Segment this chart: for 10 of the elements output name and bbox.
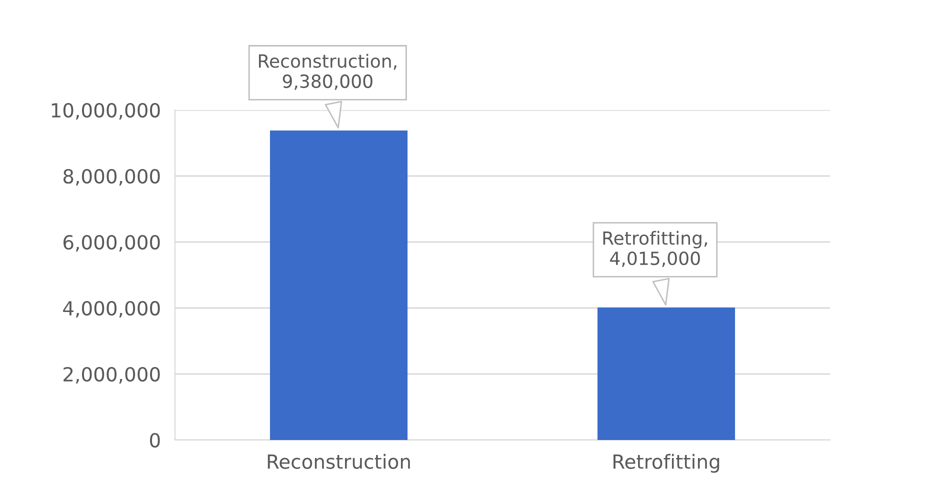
y-tick-label: 6,000,000	[64, 234, 160, 252]
y-tick-label: 0	[150, 432, 160, 448]
y-tick-label: 8,000,000	[63, 168, 160, 186]
y-tick-label: 10,000,000	[52, 102, 160, 120]
y-tick-label: 4,000,000	[63, 300, 160, 318]
x-tick-label: Retrofitting	[614, 454, 720, 473]
x-tick-label: Reconstruction	[268, 454, 410, 469]
y-tick-label: 2,000,000	[64, 366, 160, 384]
data-label: Retrofitting, 4,015,000	[603, 230, 707, 267]
data-label: Reconstruction, 9,380,000	[258, 54, 396, 90]
